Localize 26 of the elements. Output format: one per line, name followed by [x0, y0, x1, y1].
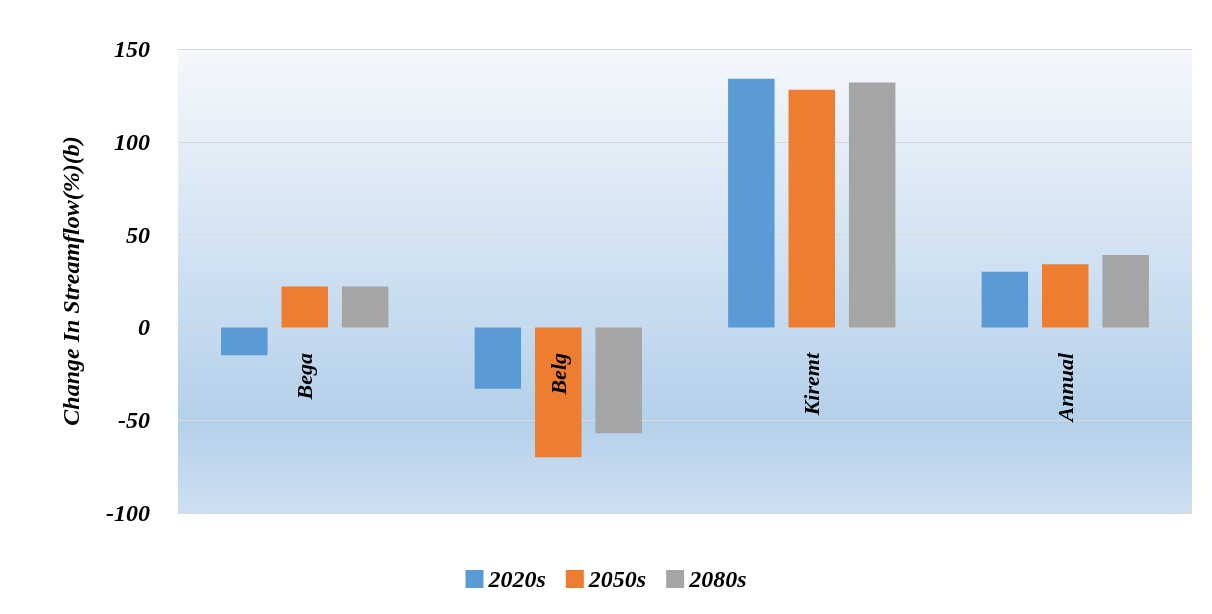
- bar: [595, 327, 642, 434]
- bar: [981, 271, 1029, 328]
- bar: [221, 327, 268, 356]
- y-tick-label: -50: [118, 407, 150, 434]
- bar: [341, 286, 389, 328]
- bar: [1042, 264, 1089, 328]
- bar: [728, 78, 775, 328]
- bar: [474, 327, 522, 389]
- x-tick-label: Bega: [292, 353, 318, 401]
- y-axis-title: Change In Streamflow(%)(b): [58, 136, 84, 426]
- legend-label: 2080s: [688, 566, 747, 592]
- x-tick-label: Kiremt: [799, 352, 825, 417]
- bar: [535, 327, 582, 458]
- x-tick-label: Annual: [1052, 352, 1078, 424]
- bar: [1102, 255, 1149, 328]
- legend-label: 2050s: [587, 566, 647, 592]
- y-tick-label: 50: [126, 221, 150, 248]
- y-tick-label: 0: [138, 314, 150, 341]
- bar: [788, 89, 835, 328]
- y-tick-label: 150: [114, 36, 150, 62]
- y-tick-label: -100: [106, 500, 150, 526]
- x-tick-label: Belg: [545, 353, 571, 396]
- bar: [848, 82, 896, 328]
- legend-label: 2020s: [487, 566, 546, 592]
- bar: [281, 286, 328, 328]
- y-tick-label: 100: [114, 128, 150, 155]
